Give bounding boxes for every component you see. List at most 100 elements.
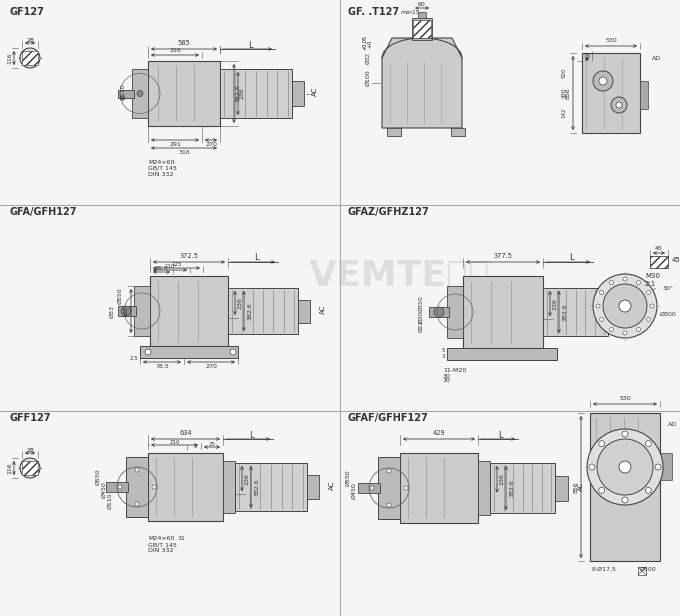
Bar bbox=[378, 457, 400, 519]
Text: Ø550: Ø550 bbox=[95, 469, 101, 485]
Circle shape bbox=[20, 458, 40, 478]
Text: 65.5: 65.5 bbox=[155, 267, 168, 272]
Circle shape bbox=[589, 464, 595, 470]
Text: GF127: GF127 bbox=[10, 7, 45, 17]
Circle shape bbox=[603, 284, 647, 328]
Text: 31: 31 bbox=[178, 537, 186, 541]
Circle shape bbox=[647, 291, 650, 294]
Text: 45: 45 bbox=[672, 257, 680, 263]
Text: Ø100: Ø100 bbox=[366, 70, 371, 86]
Text: 5: 5 bbox=[441, 349, 445, 354]
Text: AC: AC bbox=[312, 87, 318, 96]
Text: Ø500: Ø500 bbox=[640, 567, 657, 572]
Text: 116: 116 bbox=[7, 52, 12, 64]
Text: Ø300: Ø300 bbox=[660, 312, 677, 317]
Text: AC: AC bbox=[320, 304, 326, 314]
Text: 110: 110 bbox=[165, 264, 175, 270]
Text: L: L bbox=[248, 41, 252, 49]
Text: GB/T 145: GB/T 145 bbox=[148, 543, 177, 548]
Text: 382.6: 382.6 bbox=[254, 478, 260, 496]
Bar bbox=[358, 483, 380, 493]
Bar bbox=[582, 53, 640, 133]
Text: 160: 160 bbox=[124, 305, 129, 317]
Circle shape bbox=[619, 461, 631, 473]
Bar bbox=[429, 307, 449, 317]
Text: M30: M30 bbox=[645, 273, 660, 279]
Circle shape bbox=[655, 464, 661, 470]
Text: 236: 236 bbox=[552, 298, 558, 309]
Text: AC: AC bbox=[329, 480, 335, 490]
Text: L: L bbox=[254, 254, 258, 262]
Text: GFAF/GFHF127: GFAF/GFHF127 bbox=[348, 413, 429, 423]
Text: AD: AD bbox=[668, 423, 677, 428]
Text: L: L bbox=[249, 431, 254, 439]
Text: 28: 28 bbox=[26, 447, 34, 453]
Text: 382.6: 382.6 bbox=[235, 84, 241, 102]
Text: AD: AD bbox=[652, 55, 661, 60]
Bar bbox=[543, 288, 608, 336]
Text: Ø33: Ø33 bbox=[109, 304, 114, 317]
Circle shape bbox=[598, 440, 605, 447]
Text: 78.5: 78.5 bbox=[155, 363, 169, 368]
Text: DIN 332: DIN 332 bbox=[148, 548, 173, 554]
Bar bbox=[400, 453, 478, 523]
Text: Ø550: Ø550 bbox=[118, 288, 122, 304]
Circle shape bbox=[404, 486, 408, 490]
Circle shape bbox=[387, 469, 391, 473]
Polygon shape bbox=[382, 38, 462, 128]
Bar bbox=[148, 453, 223, 521]
Bar bbox=[118, 306, 136, 316]
Text: k6: k6 bbox=[120, 96, 126, 101]
Bar bbox=[223, 461, 235, 513]
Bar bbox=[418, 12, 426, 18]
Text: 11-M20: 11-M20 bbox=[443, 368, 466, 373]
Text: M24×60: M24×60 bbox=[148, 537, 174, 541]
Text: M24×60: M24×60 bbox=[148, 160, 174, 164]
Circle shape bbox=[650, 304, 654, 308]
Text: 236: 236 bbox=[245, 472, 250, 485]
Text: 45: 45 bbox=[655, 246, 663, 251]
Text: 316: 316 bbox=[178, 150, 190, 155]
Circle shape bbox=[135, 502, 139, 506]
Text: DIN 332: DIN 332 bbox=[148, 171, 173, 177]
Circle shape bbox=[597, 439, 653, 495]
Text: 291: 291 bbox=[169, 142, 181, 147]
Circle shape bbox=[645, 487, 651, 493]
Text: Ø22: Ø22 bbox=[418, 320, 424, 332]
Circle shape bbox=[619, 300, 631, 312]
Bar bbox=[140, 346, 238, 358]
Circle shape bbox=[596, 304, 600, 308]
Circle shape bbox=[622, 431, 628, 437]
Text: 8-Ø17.5: 8-Ø17.5 bbox=[592, 567, 617, 572]
Text: AC: AC bbox=[630, 306, 636, 315]
Bar bbox=[640, 81, 648, 109]
Bar bbox=[228, 288, 298, 334]
Text: 2.5: 2.5 bbox=[129, 355, 138, 360]
Text: Ø110: Ø110 bbox=[120, 83, 126, 100]
Circle shape bbox=[616, 102, 622, 108]
Circle shape bbox=[645, 440, 651, 447]
Circle shape bbox=[152, 485, 156, 489]
Text: Ø32: Ø32 bbox=[366, 52, 371, 64]
Circle shape bbox=[623, 277, 627, 281]
Text: 382.6: 382.6 bbox=[562, 303, 568, 321]
Circle shape bbox=[609, 327, 613, 331]
Text: GFA/GFH127: GFA/GFH127 bbox=[10, 207, 78, 217]
Text: 142: 142 bbox=[562, 108, 566, 118]
Text: L: L bbox=[568, 254, 573, 262]
Text: 60: 60 bbox=[418, 1, 426, 7]
Bar bbox=[447, 348, 557, 360]
Text: 372.5: 372.5 bbox=[180, 253, 199, 259]
Circle shape bbox=[636, 281, 641, 285]
Bar bbox=[387, 128, 401, 136]
Bar bbox=[650, 256, 668, 268]
Circle shape bbox=[609, 281, 613, 285]
Text: 856: 856 bbox=[573, 481, 579, 493]
Text: 30: 30 bbox=[443, 373, 451, 378]
Circle shape bbox=[118, 485, 122, 489]
Text: 382.6: 382.6 bbox=[509, 479, 515, 497]
Bar bbox=[638, 567, 646, 575]
Text: 5: 5 bbox=[193, 444, 197, 448]
Circle shape bbox=[600, 317, 604, 322]
Text: Ø30: Ø30 bbox=[418, 311, 424, 323]
